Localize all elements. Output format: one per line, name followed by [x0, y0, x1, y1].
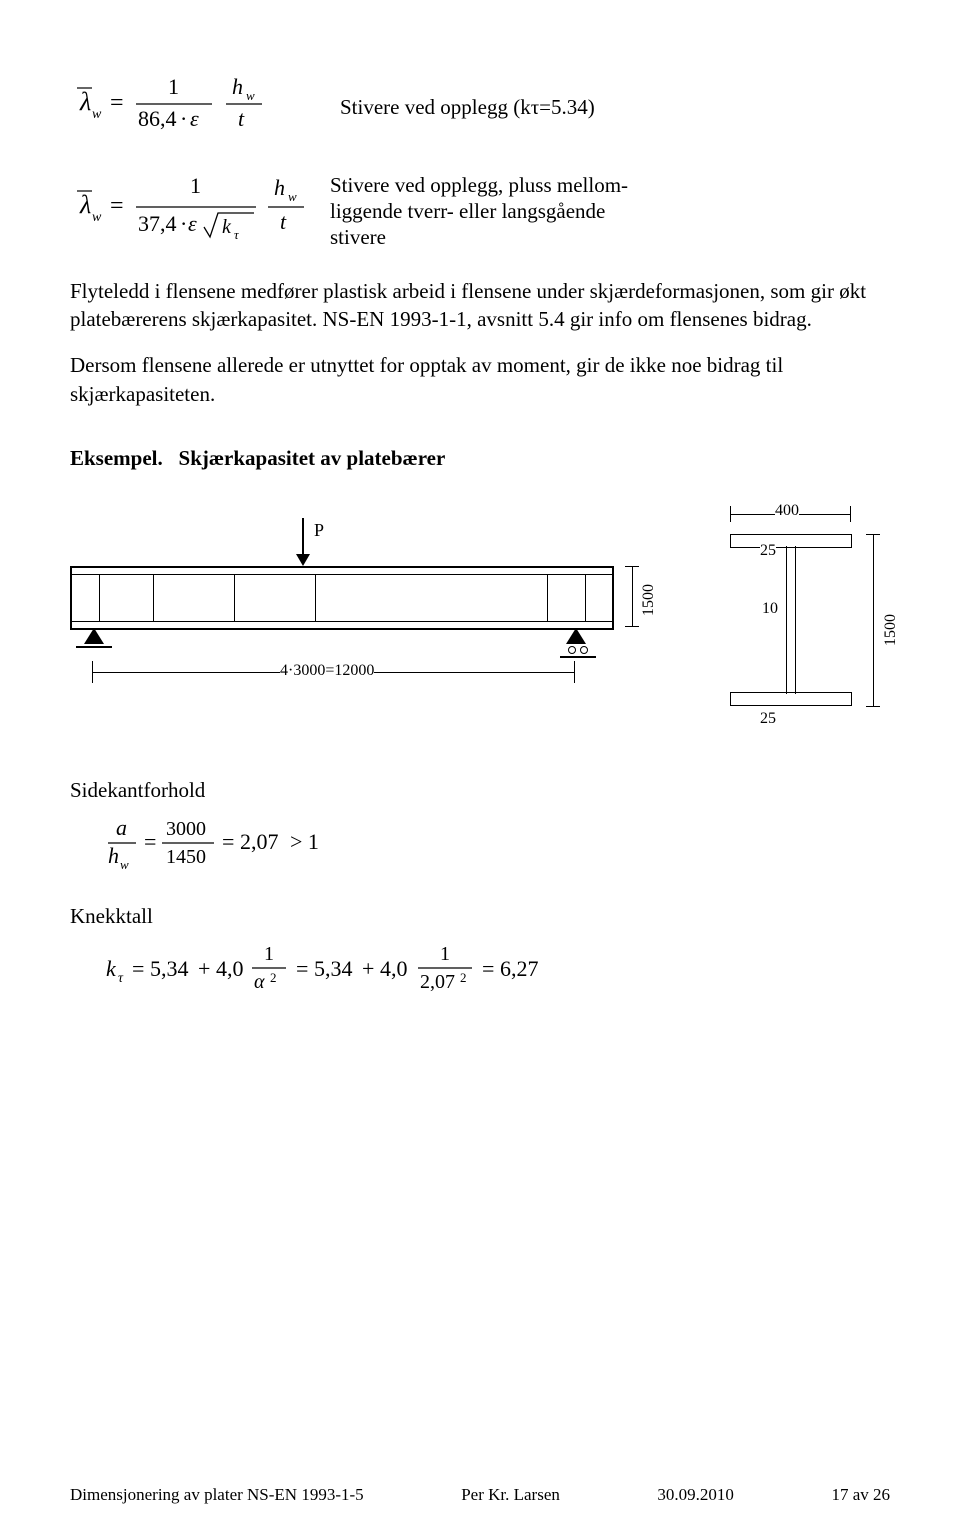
- paragraph-flensene: Dersom flensene allerede er utnyttet for…: [70, 351, 890, 408]
- svg-text:t: t: [280, 209, 287, 234]
- svg-text:λ: λ: [79, 190, 91, 219]
- svg-text:=: =: [110, 90, 124, 116]
- svg-text:> 1: > 1: [290, 829, 319, 854]
- svg-text:λ: λ: [79, 87, 91, 116]
- sidekant-heading: Sidekantforhold: [70, 776, 890, 804]
- section-height-label: 1500: [880, 614, 902, 646]
- beam-and-section-diagram: P 4·3000=12000 1500 400 25 10 25: [70, 486, 890, 746]
- right-support-icon: [566, 628, 586, 644]
- bot-flange-t-label: 25: [760, 708, 776, 730]
- web: [786, 546, 796, 694]
- svg-text:=: =: [144, 829, 156, 854]
- svg-text:w: w: [120, 857, 129, 869]
- formula-2-caption-l1: Stivere ved opplegg, pluss mellom-: [330, 172, 628, 198]
- svg-text:2,07: 2,07: [240, 829, 279, 854]
- svg-text:w: w: [288, 189, 297, 204]
- svg-text:3000: 3000: [166, 818, 206, 840]
- formula-1-svg: λ w = 1 86,4 · ε h w t: [70, 68, 290, 138]
- i-section: [730, 516, 850, 706]
- beam-height-label: 1500: [638, 584, 660, 616]
- formula-2-caption: Stivere ved opplegg, pluss mellom- ligge…: [330, 172, 628, 251]
- svg-text:α: α: [254, 971, 265, 993]
- formula-2-svg: λ w = 1 37,4 · ε k τ h w t: [70, 169, 330, 245]
- top-flange-t-label: 25: [760, 540, 776, 562]
- svg-text:=: =: [132, 956, 144, 981]
- svg-text:k: k: [106, 956, 117, 981]
- svg-text:5,34: 5,34: [150, 956, 189, 981]
- svg-text:5,34: 5,34: [314, 956, 353, 981]
- load-label: P: [314, 518, 324, 542]
- beam-elevation: [70, 566, 614, 630]
- page-footer: Dimensjonering av plater NS-EN 1993-1-5 …: [70, 1484, 890, 1507]
- svg-text:a: a: [116, 815, 127, 840]
- svg-text:k: k: [222, 216, 232, 238]
- formula-lambda-no-k: λ w = 1 86,4 · ε h w t Stivere ved opple…: [70, 68, 890, 145]
- footer-mid: Per Kr. Larsen: [461, 1484, 560, 1507]
- roller-2-icon: [580, 646, 588, 654]
- svg-text:h: h: [108, 843, 119, 868]
- svg-text:w: w: [92, 210, 102, 225]
- example-heading: Eksempel. Skjærkapasitet av platebærer: [70, 444, 890, 472]
- svg-text:2,07: 2,07: [420, 971, 455, 993]
- svg-text:2: 2: [460, 970, 467, 985]
- svg-text:1450: 1450: [166, 846, 206, 868]
- svg-text:τ: τ: [234, 227, 240, 242]
- svg-text:+: +: [198, 956, 210, 981]
- svg-text:1: 1: [190, 173, 201, 198]
- flange-width-label: 400: [775, 500, 799, 522]
- svg-text:·: ·: [180, 211, 187, 236]
- svg-text:1: 1: [264, 943, 274, 965]
- svg-text:τ: τ: [118, 971, 124, 986]
- sidekant-formula: a h w = 3000 1450 = 2,07 > 1: [100, 813, 890, 876]
- svg-text:ε: ε: [188, 211, 197, 236]
- svg-text:t: t: [238, 106, 245, 131]
- knekk-heading: Knekktall: [70, 902, 890, 930]
- footer-date: 30.09.2010: [657, 1484, 734, 1507]
- span-dim-label: 4·3000=12000: [280, 660, 374, 682]
- svg-text:·: ·: [180, 106, 187, 131]
- svg-text:ε: ε: [190, 106, 199, 131]
- svg-text:+: +: [362, 956, 374, 981]
- svg-text:86,4: 86,4: [138, 106, 177, 131]
- svg-text:4,0: 4,0: [380, 956, 408, 981]
- right-support-ground: [560, 656, 596, 658]
- formula-2-caption-l3: stivere: [330, 224, 628, 250]
- svg-text:w: w: [246, 88, 255, 103]
- example-title: Skjærkapasitet av platebærer: [179, 446, 446, 470]
- svg-text:1: 1: [440, 943, 450, 965]
- formula-2-caption-l2: liggende tverr- eller langsgående: [330, 198, 628, 224]
- svg-text:37,4: 37,4: [138, 211, 177, 236]
- svg-text:6,27: 6,27: [500, 956, 539, 981]
- example-label: Eksempel.: [70, 446, 163, 470]
- left-support-icon: [84, 628, 104, 644]
- svg-text:w: w: [92, 107, 102, 122]
- knekk-formula: k τ = 5,34 + 4,0 1 α 2 = 5,34 + 4,0 1 2,…: [100, 938, 890, 1005]
- footer-page: 17 av 26: [831, 1484, 890, 1507]
- svg-text:2: 2: [270, 970, 277, 985]
- formula-1-math: λ w = 1 86,4 · ε h w t: [70, 68, 310, 145]
- svg-text:h: h: [274, 175, 285, 200]
- paragraph-flyteledd: Flyteledd i flensene medfører plastisk a…: [70, 277, 890, 334]
- svg-text:h: h: [232, 74, 243, 99]
- svg-text:=: =: [296, 956, 308, 981]
- formula-2-math: λ w = 1 37,4 · ε k τ h w t: [70, 169, 330, 252]
- svg-text:1: 1: [168, 74, 179, 99]
- left-support-ground: [76, 646, 112, 648]
- svg-text:=: =: [222, 829, 234, 854]
- load-arrow-icon: [296, 518, 310, 566]
- svg-text:4,0: 4,0: [216, 956, 244, 981]
- svg-text:=: =: [110, 193, 124, 219]
- footer-left: Dimensjonering av plater NS-EN 1993-1-5: [70, 1484, 364, 1507]
- formula-lambda-with-k: λ w = 1 37,4 · ε k τ h w t Stivere ved o…: [70, 169, 890, 252]
- bottom-flange: [730, 692, 852, 706]
- roller-1-icon: [568, 646, 576, 654]
- formula-1-caption: Stivere ved opplegg (kτ=5.34): [340, 93, 595, 121]
- svg-text:=: =: [482, 956, 494, 981]
- web-t-label: 10: [762, 598, 778, 620]
